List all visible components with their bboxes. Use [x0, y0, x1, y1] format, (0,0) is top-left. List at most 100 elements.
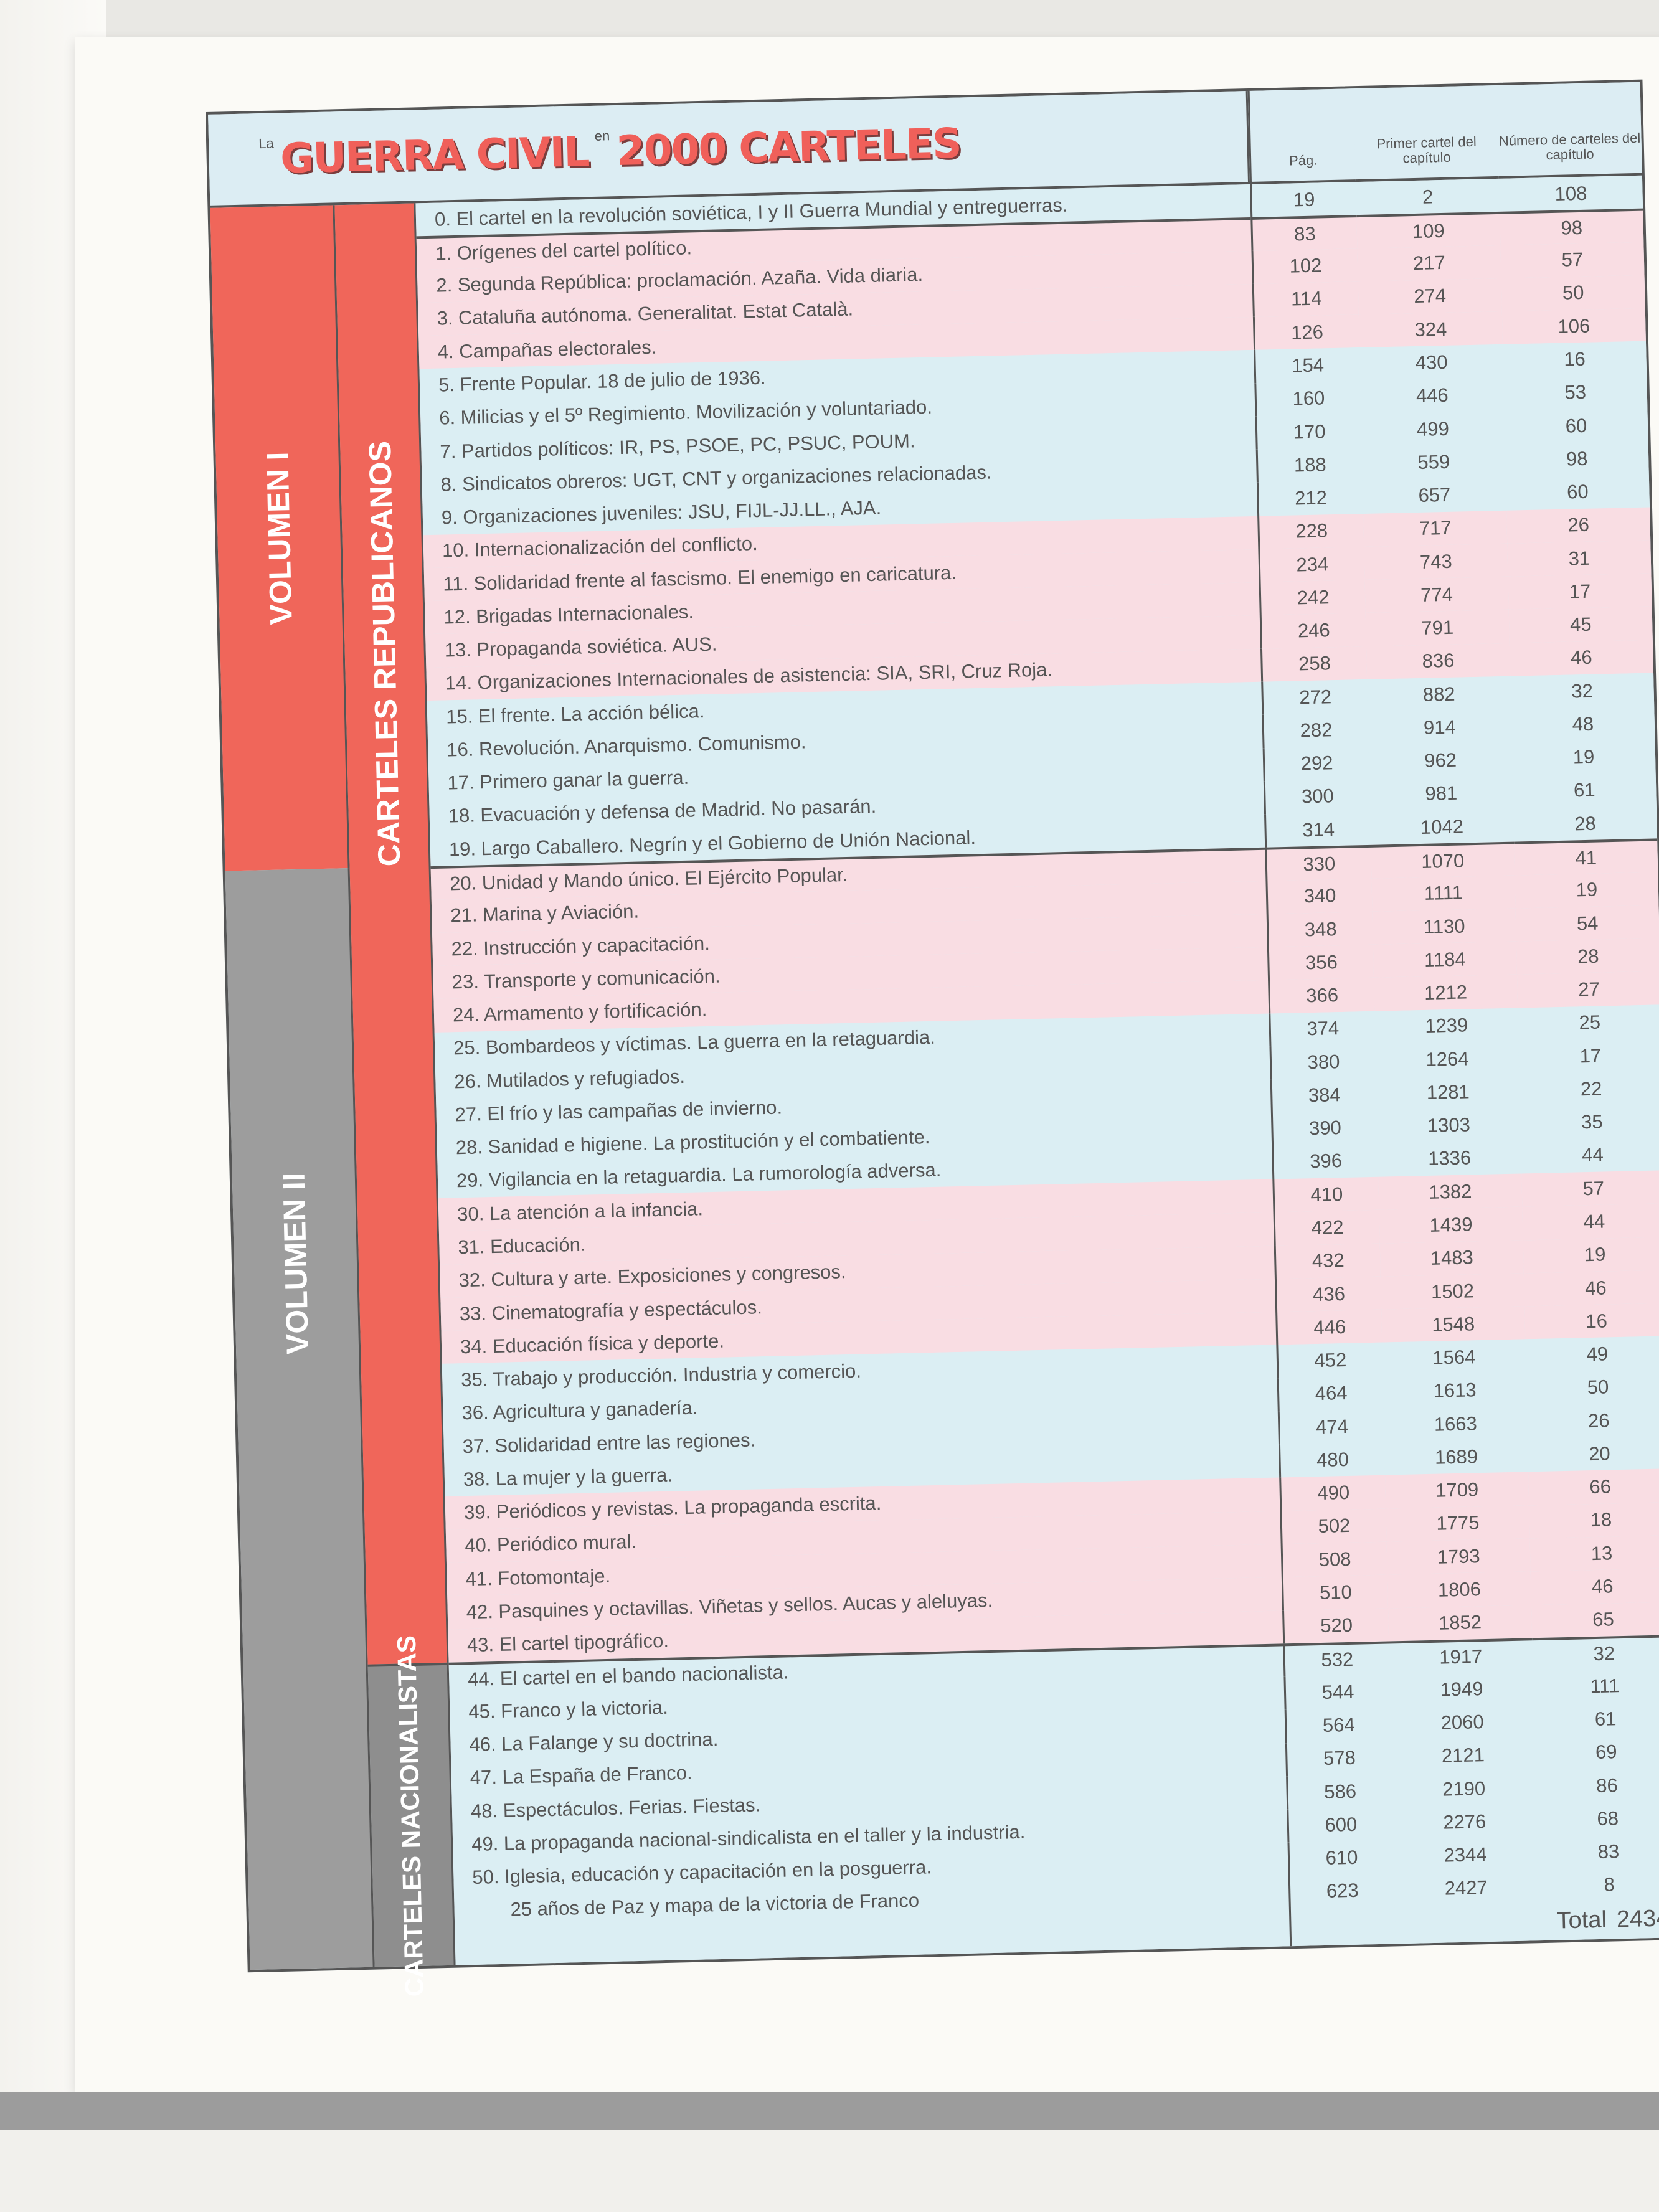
chapter-page: 432 [1274, 1243, 1381, 1279]
chapter-page: 480 [1278, 1442, 1386, 1478]
chapter-first-poster: 1264 [1375, 1041, 1520, 1078]
chapter-first-poster: 743 [1364, 543, 1508, 580]
chapter-first-poster: 324 [1358, 311, 1503, 348]
chapter-poster-count: 48 [1511, 706, 1655, 743]
chapter-poster-count: 108 [1498, 175, 1643, 212]
chapter-first-poster: 1709 [1385, 1472, 1529, 1509]
chapter-first-poster: 2276 [1392, 1803, 1537, 1840]
chapter-page: 234 [1258, 546, 1365, 583]
chapter-page: 154 [1254, 347, 1361, 384]
chapter-first-poster: 1070 [1371, 842, 1515, 879]
chapter-poster-count: 19 [1515, 872, 1659, 909]
chapter-poster-count: 20 [1527, 1435, 1659, 1472]
chapter-poster-count: 13 [1529, 1535, 1659, 1572]
chapter-first-poster: 1239 [1374, 1008, 1519, 1044]
chapter-first-poster: 2060 [1390, 1704, 1534, 1741]
chapter-page: 410 [1272, 1176, 1379, 1212]
chapter-poster-count: 61 [1533, 1701, 1659, 1737]
chapter-first-poster: 1613 [1382, 1373, 1527, 1409]
chapter-first-poster: 559 [1361, 443, 1506, 481]
chapter-first-poster: 1281 [1376, 1074, 1520, 1111]
chapter-page: 564 [1284, 1707, 1391, 1743]
chapter-page: 292 [1262, 745, 1369, 782]
chapter-page: 366 [1268, 978, 1375, 1014]
chapter-first-poster: 1775 [1386, 1505, 1530, 1542]
chapter-first-poster: 1336 [1378, 1140, 1522, 1177]
chapter-poster-count: 60 [1505, 473, 1650, 511]
chapter-poster-count: 65 [1531, 1601, 1659, 1638]
chapter-first-poster: 962 [1368, 742, 1513, 779]
chapter-poster-count: 8 [1537, 1866, 1659, 1904]
chapter-first-poster: 1852 [1387, 1604, 1533, 1642]
chapter-first-poster: 2427 [1394, 1869, 1538, 1907]
chapter-page: 374 [1269, 1011, 1376, 1047]
chapter-poster-count: 19 [1511, 739, 1656, 776]
chapter-first-poster: 1949 [1389, 1671, 1534, 1708]
background-surface [0, 2130, 1659, 2212]
total-value: 2434 [1616, 1905, 1659, 1933]
chapter-first-poster: 217 [1357, 245, 1501, 281]
chapter-poster-count: 17 [1518, 1037, 1659, 1074]
chapter-first-poster: 1502 [1380, 1273, 1525, 1310]
chapter-poster-count: 68 [1536, 1800, 1659, 1837]
chapter-first-poster: 1439 [1379, 1206, 1523, 1244]
section-nacionalistas-label: CARTELES NACIONALISTAS [392, 1635, 430, 1997]
chapter-poster-count: 26 [1526, 1402, 1659, 1439]
chapter-poster-count: 50 [1501, 275, 1645, 311]
chapter-first-poster: 717 [1363, 510, 1508, 547]
chapter-page: 340 [1265, 878, 1373, 914]
chapter-first-poster: 791 [1365, 610, 1510, 646]
chapter-page: 446 [1275, 1309, 1382, 1345]
chapter-first-poster: 1130 [1372, 908, 1516, 945]
chapter-first-poster: 446 [1360, 377, 1505, 414]
chapter-page: 490 [1279, 1475, 1386, 1511]
volume-1-label: VOLUMEN I [259, 451, 299, 625]
chapter-first-poster: 109 [1356, 212, 1501, 248]
chapter-first-poster: 1303 [1376, 1107, 1521, 1144]
chapter-page: 114 [1252, 281, 1359, 317]
chapter-first-poster: 836 [1366, 643, 1511, 679]
chapter-page: 380 [1269, 1044, 1376, 1080]
chapter-poster-count: 98 [1505, 440, 1649, 478]
chapter-poster-count: 46 [1523, 1270, 1659, 1307]
chapter-poster-count: 35 [1520, 1104, 1659, 1141]
chapter-page: 544 [1283, 1674, 1391, 1710]
section-republicanos-label: CARTELES REPUBLICANOS [362, 440, 407, 867]
chapter-page: 436 [1274, 1276, 1382, 1312]
chapter-poster-count: 44 [1522, 1203, 1659, 1241]
chapter-poster-count: 17 [1508, 573, 1652, 610]
chapter-poster-count: 83 [1536, 1833, 1659, 1870]
chapter-poster-count: 31 [1507, 540, 1652, 577]
chapter-page: 102 [1251, 248, 1358, 284]
chapter-page: 282 [1262, 712, 1369, 749]
chapter-first-poster: 1382 [1378, 1173, 1523, 1211]
chapter-poster-count: 45 [1508, 606, 1653, 643]
chapter-poster-count: 57 [1521, 1170, 1659, 1207]
book-cover-edge [0, 2092, 1659, 2130]
chapter-poster-count: 28 [1516, 938, 1659, 975]
chapter-page: 356 [1267, 944, 1374, 981]
chapter-page: 520 [1282, 1608, 1389, 1644]
chapter-poster-count: 16 [1503, 341, 1647, 378]
chapter-page: 422 [1273, 1210, 1380, 1246]
chapter-poster-count: 44 [1521, 1137, 1659, 1174]
chapter-first-poster: 2 [1356, 178, 1500, 215]
chapter-first-poster: 981 [1369, 775, 1513, 812]
volume-1-band: VOLUMEN I [210, 205, 350, 871]
chapter-poster-count: 27 [1516, 971, 1659, 1008]
chapter-poster-count: 54 [1515, 905, 1659, 942]
chapter-page: 474 [1277, 1409, 1384, 1445]
chapter-page: 246 [1259, 613, 1366, 649]
chapter-poster-count: 69 [1534, 1734, 1659, 1771]
chapter-poster-count: 28 [1513, 805, 1658, 843]
chapter-page: 508 [1280, 1541, 1387, 1577]
chapter-first-poster: 1806 [1387, 1571, 1531, 1609]
chapter-first-poster: 2190 [1392, 1770, 1536, 1807]
chapter-first-poster: 499 [1361, 410, 1505, 448]
chapter-poster-count: 46 [1530, 1568, 1659, 1605]
chapter-first-poster: 430 [1359, 344, 1504, 381]
chapter-first-poster: 1212 [1374, 975, 1518, 1011]
chapter-poster-count: 25 [1518, 1004, 1659, 1041]
chapter-page: 188 [1255, 447, 1363, 483]
chapter-poster-count: 98 [1500, 208, 1644, 245]
